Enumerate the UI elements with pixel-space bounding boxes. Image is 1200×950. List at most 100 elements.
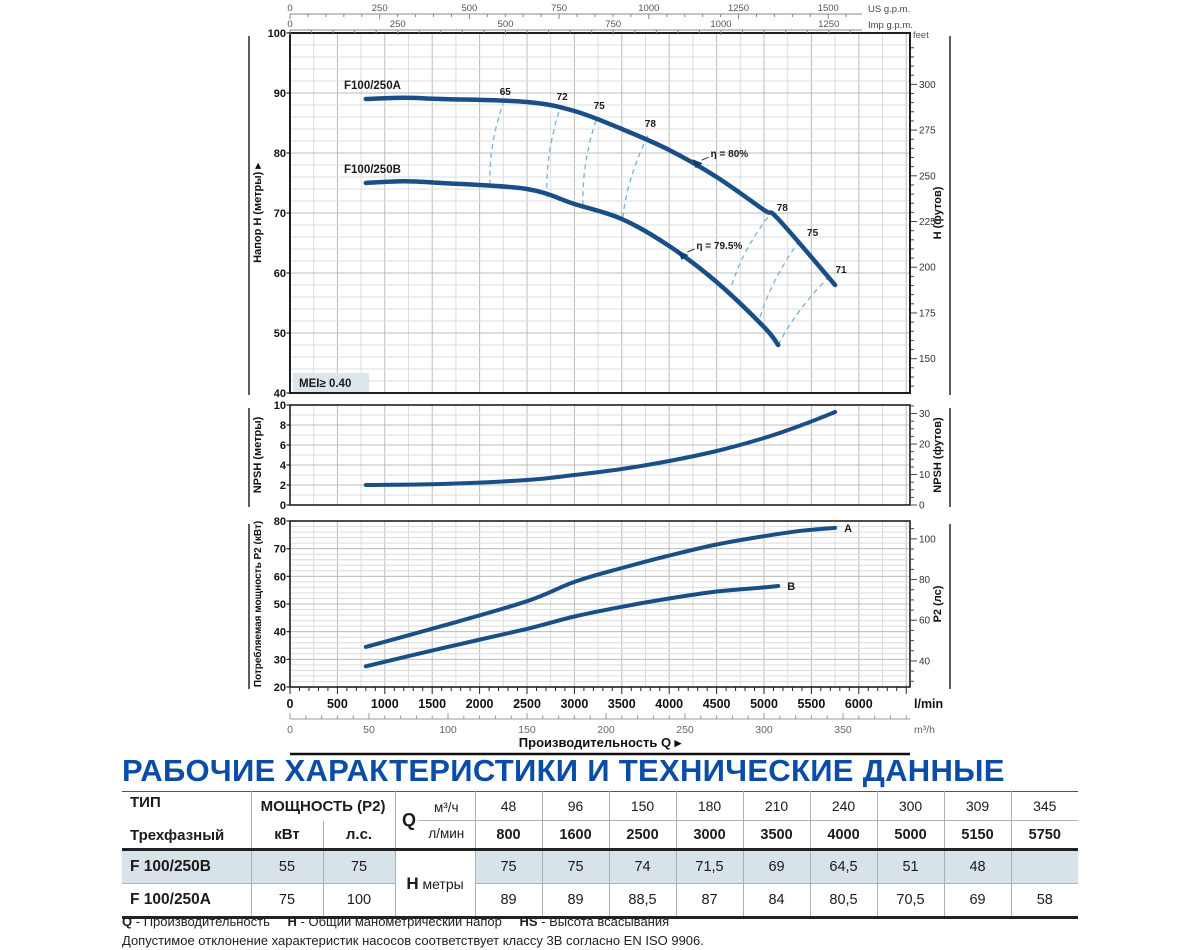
svg-text:40: 40 — [274, 388, 286, 400]
svg-text:1000: 1000 — [710, 19, 731, 30]
power-hp-value: 100 — [322, 883, 396, 919]
page-title: РАБОЧИЕ ХАРАКТЕРИСТИКИ И ТЕХНИЧЕСКИЕ ДАН… — [122, 753, 1005, 788]
svg-text:225: 225 — [919, 217, 936, 228]
svg-text:F100/250B: F100/250B — [344, 164, 401, 176]
head-value: 71,5 — [675, 849, 744, 884]
svg-text:6000: 6000 — [845, 697, 873, 711]
svg-text:0: 0 — [287, 19, 292, 30]
flow-m3h-value: 48 — [474, 791, 543, 821]
svg-text:1000: 1000 — [371, 697, 399, 711]
svg-text:80: 80 — [274, 148, 286, 160]
flow-lmin-value: 3000 — [675, 820, 744, 851]
svg-text:80: 80 — [919, 575, 931, 586]
power-kw-value: 75 — [250, 883, 324, 919]
svg-text:NPSH (футов): NPSH (футов) — [932, 417, 944, 493]
pump-performance-charts: 0 250 500 750 1000 1250 1500 US g.p.m. 0 250 500 75… — [248, 3, 951, 756]
svg-text:250: 250 — [390, 19, 406, 30]
svg-text:30: 30 — [274, 654, 286, 666]
svg-text:75: 75 — [807, 228, 819, 239]
svg-text:71: 71 — [835, 265, 847, 276]
x-axis-title: Производительность Q ▸ — [519, 735, 683, 750]
svg-text:750: 750 — [605, 19, 621, 30]
power-header: МОЩНОСТЬ (P2) — [250, 791, 396, 821]
flow-lmin-value: 5750 — [1010, 820, 1079, 851]
svg-text:η = 80%: η = 80% — [711, 149, 749, 160]
svg-text:70: 70 — [274, 208, 286, 220]
us-gpm-axis: 0 250 500 750 1000 1250 1500 US g.p.m. — [287, 3, 910, 19]
svg-text:4000: 4000 — [655, 697, 683, 711]
svg-text:65: 65 — [500, 87, 512, 98]
flow-m3h-value: 300 — [876, 791, 945, 821]
svg-text:72: 72 — [557, 92, 569, 103]
curve-f100-250b — [363, 178, 781, 348]
svg-text:H (футов): H (футов) — [932, 186, 944, 239]
svg-text:0: 0 — [287, 697, 294, 711]
head-value: 69 — [742, 849, 811, 884]
flow-lmin-value: 5000 — [876, 820, 945, 851]
flow-lmin-value: 800 — [474, 820, 543, 851]
head-axis-labels: 40 50 60 70 80 90 100 Напор H (метры) ▸ H (футов… — [248, 28, 951, 400]
svg-text:40: 40 — [274, 627, 286, 639]
flow-lmin-value: 5150 — [943, 820, 1012, 851]
type-column-header: ТИП Трехфазный — [122, 791, 252, 851]
svg-text:η = 79.5%: η = 79.5% — [696, 241, 742, 252]
power-hp-header: л.с. — [322, 820, 396, 851]
svg-text:8: 8 — [280, 420, 286, 432]
charts-svg: 0 250 500 750 1000 1250 1500 US g.p.m.0 250 500 75… — [248, 3, 951, 756]
svg-text:10: 10 — [274, 400, 286, 412]
svg-text:250: 250 — [919, 171, 936, 182]
mei-badge: MEI≥ 0.40 — [293, 373, 369, 392]
svg-text:30: 30 — [919, 409, 931, 420]
svg-text:100: 100 — [268, 28, 286, 40]
svg-text:500: 500 — [498, 19, 514, 30]
svg-text:1500: 1500 — [818, 3, 839, 14]
flow-m3h-value: 240 — [809, 791, 878, 821]
head-value: 48 — [943, 849, 1012, 884]
power-hp-value: 75 — [322, 849, 396, 884]
svg-text:1000: 1000 — [638, 3, 659, 14]
svg-text:2000: 2000 — [466, 697, 494, 711]
svg-text:0: 0 — [280, 500, 286, 512]
svg-text:40: 40 — [919, 656, 931, 667]
head-value: 88,5 — [608, 883, 677, 919]
svg-text:4500: 4500 — [703, 697, 731, 711]
flow-lmin-value: 2500 — [608, 820, 677, 851]
flow-lmin-value: 1600 — [541, 820, 610, 851]
svg-text:m³/h: m³/h — [914, 724, 935, 736]
svg-text:100: 100 — [439, 724, 457, 736]
curve-b — [363, 584, 781, 669]
svg-text:175: 175 — [919, 308, 936, 319]
svg-text:0: 0 — [919, 501, 925, 512]
svg-text:Потребляемая мощность P2 (кВт): Потребляемая мощность P2 (кВт) — [252, 521, 264, 687]
flow-m3h-value: 150 — [608, 791, 677, 821]
lmin-axis: 0 500 1000 1500 2000 2500 3000 3500 4000 4500 5000… — [287, 687, 943, 711]
curve-f100-250a — [363, 95, 838, 288]
head-value: 87 — [675, 883, 744, 919]
svg-text:Imp g.p.m.: Imp g.p.m. — [868, 20, 913, 31]
head-value — [1010, 849, 1079, 884]
head-value: 89 — [541, 883, 610, 919]
svg-text:100: 100 — [919, 534, 936, 545]
grid — [290, 33, 910, 687]
svg-text:1250: 1250 — [728, 3, 749, 14]
flow-lmin-value: 4000 — [809, 820, 878, 851]
svg-text:80: 80 — [274, 516, 286, 528]
footnotes: Q - Производительность H - Общий маномет… — [122, 912, 1078, 950]
svg-text:6: 6 — [280, 440, 286, 452]
svg-text:50: 50 — [274, 599, 286, 611]
svg-text:3500: 3500 — [608, 697, 636, 711]
svg-text:0: 0 — [287, 3, 292, 14]
head-value: 51 — [876, 849, 945, 884]
svg-text:2500: 2500 — [513, 697, 541, 711]
svg-text:70: 70 — [274, 544, 286, 556]
svg-text:300: 300 — [755, 724, 773, 736]
svg-text:50: 50 — [274, 328, 286, 340]
m3h-axis: 0 50 100 150 200 250 300 350 m³/h — [287, 713, 935, 736]
pump-type: F 100/250A — [122, 883, 252, 919]
svg-text:0: 0 — [287, 724, 293, 736]
flow-m3h-value: 345 — [1010, 791, 1079, 821]
head-value: 64,5 — [809, 849, 878, 884]
legend-h-term: H — [287, 914, 297, 929]
